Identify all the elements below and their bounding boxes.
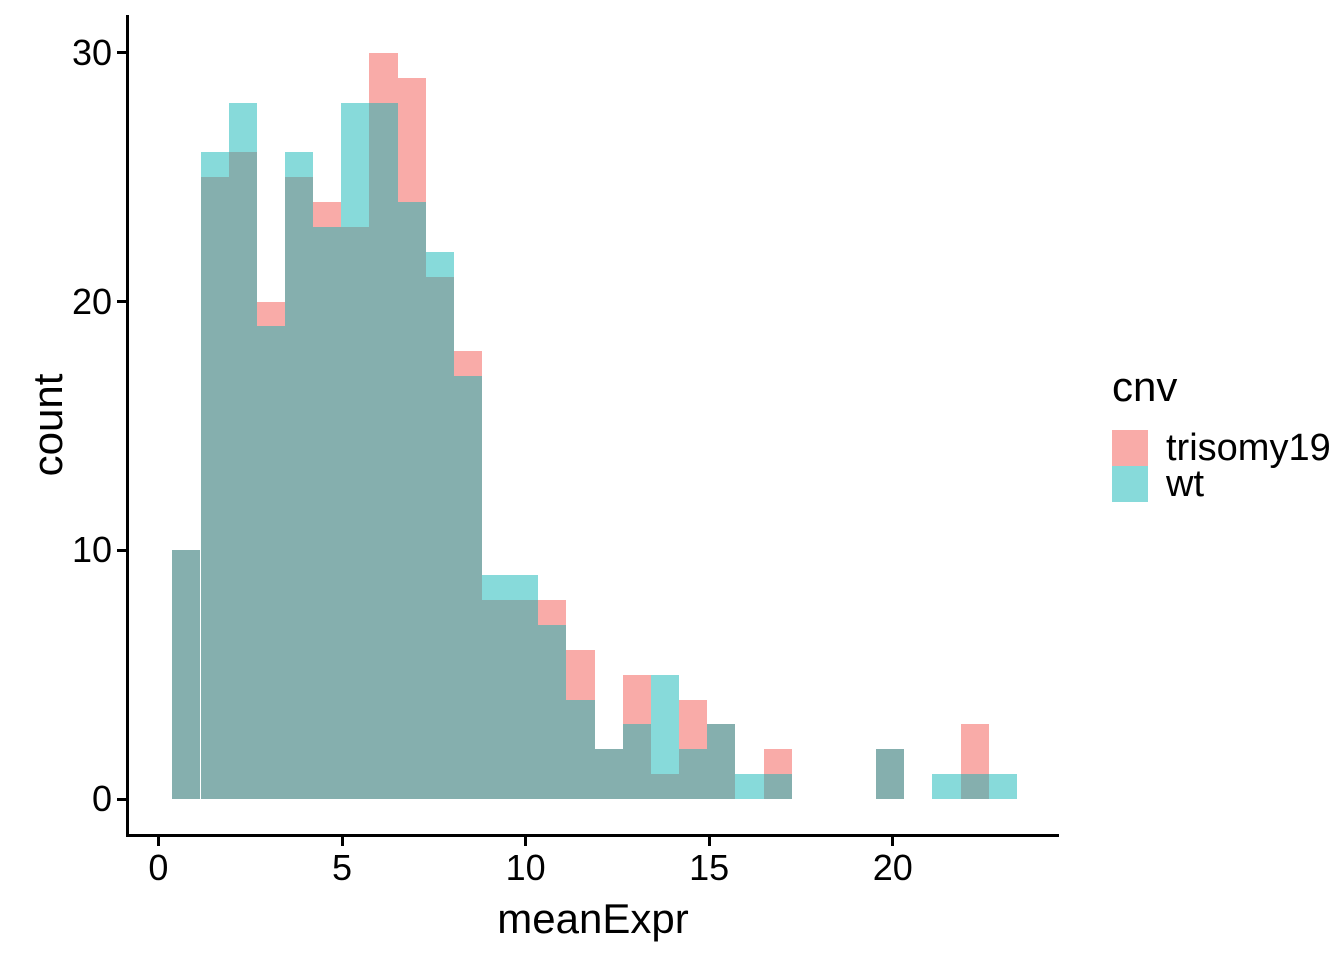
x-tick-label: 0: [148, 847, 169, 888]
bar-overlap-segment: [510, 600, 539, 799]
wt-label: wt: [1166, 463, 1204, 505]
bar-overlap-segment: [313, 226, 342, 799]
bar-overlap-segment: [960, 774, 989, 799]
bar-wt-segment: [284, 152, 314, 178]
bar-wt-segment: [932, 774, 961, 799]
bar-overlap-segment: [341, 226, 370, 799]
bar-overlap-segment: [482, 600, 511, 799]
bar-overlap-segment: [594, 749, 623, 799]
bar-overlap-segment: [284, 177, 314, 799]
bar-overlap-segment: [763, 774, 792, 799]
trisomy19-swatch: [1112, 430, 1148, 466]
bar-wt-segment: [228, 102, 257, 153]
y-tick-label: 20: [71, 280, 112, 322]
bar-wt-segment: [650, 674, 680, 775]
x-tick-mark: [156, 837, 160, 846]
y-tick-mark: [117, 300, 126, 304]
bar-overlap-segment: [397, 202, 426, 799]
bar-wt-segment: [988, 774, 1017, 799]
bar-overlap-segment: [622, 724, 651, 799]
x-tick-mark: [891, 837, 895, 846]
legend: cnv trisomy19 wt: [1112, 363, 1331, 505]
x-tick-label: 15: [689, 847, 730, 888]
x-tick-mark: [340, 837, 344, 846]
bar-wt-segment: [425, 251, 454, 277]
bar-overlap-segment: [538, 624, 567, 799]
y-tick-mark: [117, 797, 126, 801]
bar-wt-segment: [735, 774, 764, 799]
bar-overlap-segment: [200, 177, 229, 799]
x-tick-label: 20: [872, 847, 913, 888]
bar-overlap-segment: [650, 774, 680, 799]
bar-trisomy19-segment: [453, 351, 483, 377]
bar-trisomy19-segment: [566, 649, 595, 700]
bar-overlap-segment: [876, 749, 905, 799]
x-tick-mark: [707, 837, 711, 846]
bar-trisomy19-segment: [369, 52, 398, 103]
bar-overlap-segment: [228, 152, 257, 799]
bar-overlap-segment: [369, 102, 398, 799]
bar-overlap-segment: [256, 326, 285, 799]
bar-overlap-segment: [679, 749, 708, 799]
x-axis-line: [126, 834, 1059, 837]
y-tick-mark: [117, 548, 126, 552]
legend-title: cnv: [1112, 363, 1178, 410]
trisomy19-label: trisomy19: [1166, 427, 1331, 469]
x-tick-label: 10: [505, 847, 546, 888]
bar-trisomy19-segment: [679, 699, 708, 750]
bar-trisomy19-segment: [538, 600, 567, 625]
bar-wt-segment: [200, 152, 229, 178]
y-tick-label: 0: [91, 778, 112, 819]
bar-overlap-segment: [425, 276, 454, 799]
bar-wt-segment: [482, 575, 511, 601]
bar-wt-segment: [510, 575, 539, 601]
bar-overlap-segment: [566, 699, 595, 799]
legend-entry-wt: wt: [1112, 463, 1331, 505]
y-axis-title: count: [24, 373, 71, 477]
y-tick-label: 30: [71, 31, 112, 73]
bar-wt-segment: [341, 102, 370, 227]
legend-entry-trisomy19: trisomy19: [1112, 427, 1331, 469]
bar-trisomy19-segment: [622, 674, 651, 725]
bar-trisomy19-segment: [313, 202, 342, 227]
bar-trisomy19-segment: [763, 749, 792, 775]
bar-overlap-segment: [172, 550, 201, 799]
y-axis-line: [126, 15, 129, 837]
x-axis-title: meanExpr: [497, 895, 689, 942]
x-tick-label: 5: [331, 847, 353, 888]
bar-trisomy19-segment: [256, 301, 285, 327]
y-tick-mark: [117, 51, 126, 55]
wt-swatch: [1112, 466, 1148, 502]
bar-overlap-segment: [453, 376, 483, 799]
y-tick-label: 10: [71, 529, 112, 571]
bar-trisomy19-segment: [960, 724, 989, 775]
x-tick-mark: [524, 837, 528, 846]
bar-overlap-segment: [707, 724, 736, 799]
bar-trisomy19-segment: [397, 77, 426, 203]
